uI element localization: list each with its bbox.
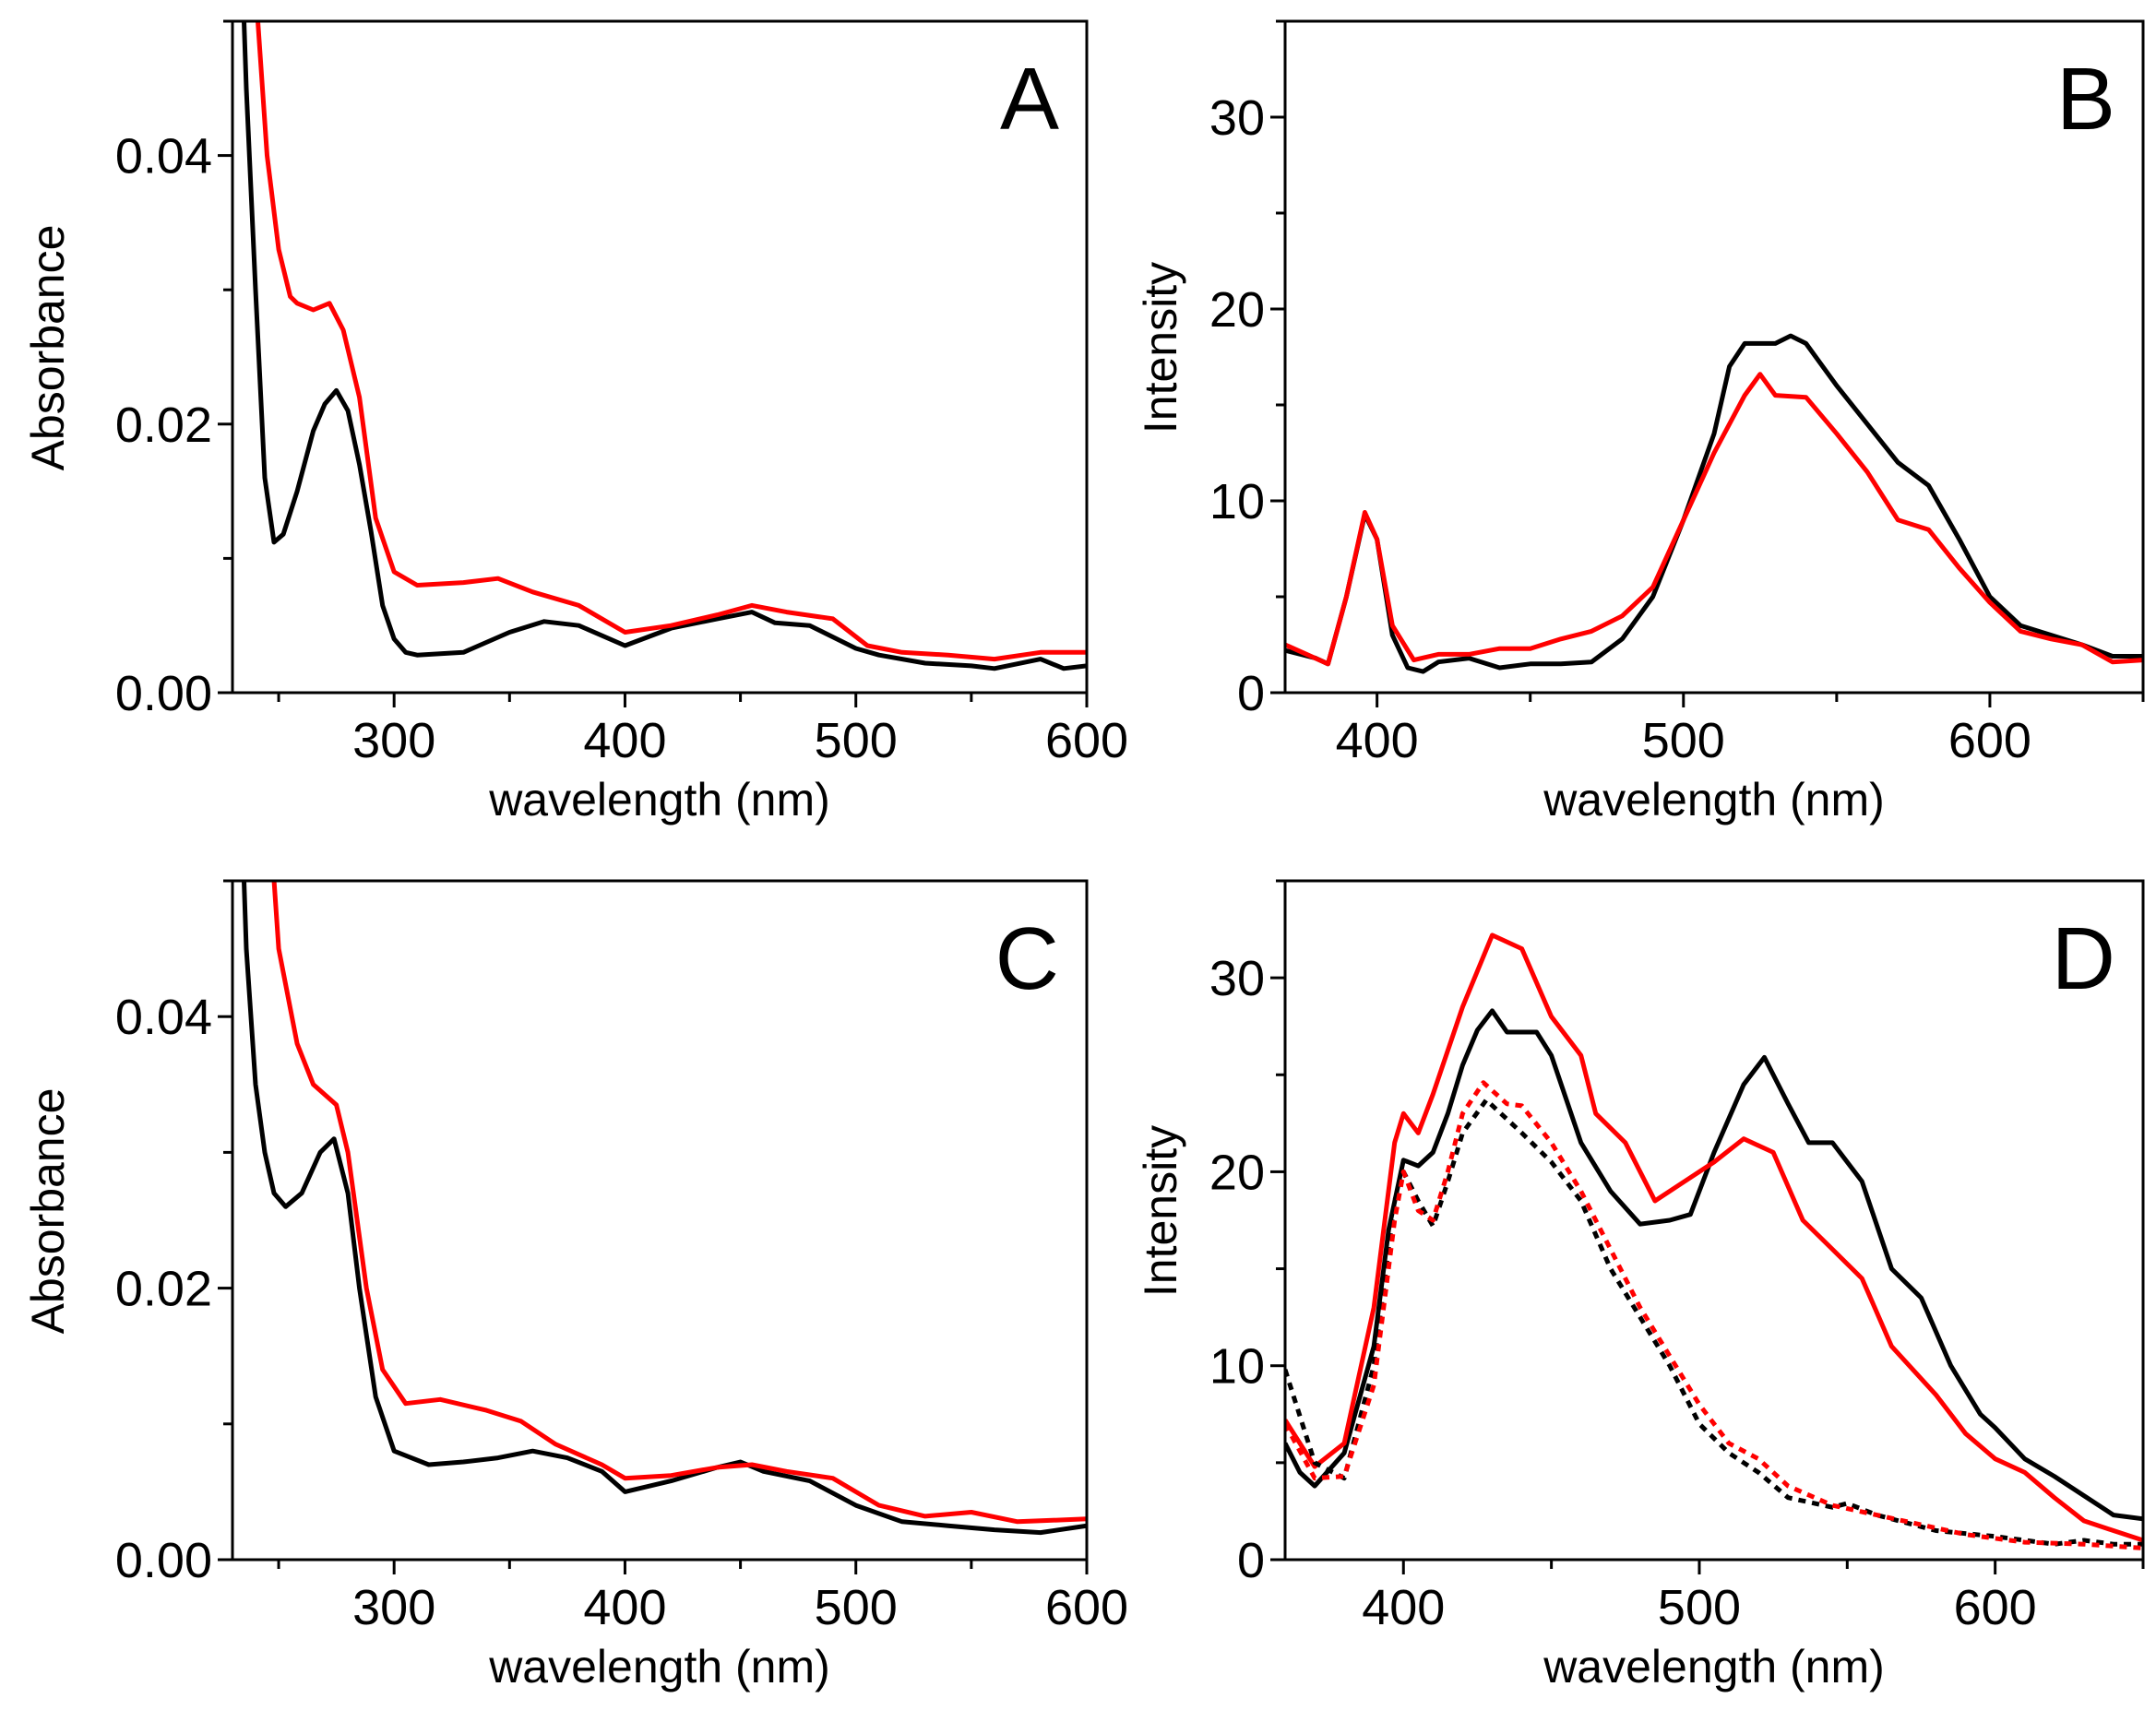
y-tick-label: 0.04 <box>115 129 212 184</box>
series-line-red <box>255 21 1087 662</box>
y-tick-label: 0 <box>1237 666 1265 721</box>
panel-label: D <box>2052 909 2115 1008</box>
series-line-black-solid <box>1285 1008 2143 1522</box>
x-tick-label: 400 <box>583 1580 666 1635</box>
panel-c: 300 400 500 600 0.00 0.02 0.04 wavelength (nm) A… <box>22 879 1128 1692</box>
y-tick-label: 10 <box>1209 474 1265 529</box>
series-line-black <box>241 881 1087 1536</box>
x-tick-label: 500 <box>1658 1580 1741 1635</box>
series-line-red-solid <box>1285 932 2143 1543</box>
plot-frame <box>1283 19 2145 695</box>
y-tick-label: 20 <box>1209 282 1265 338</box>
plot-frame <box>231 19 1089 695</box>
y-tick-label: 30 <box>1209 90 1265 146</box>
y-tick-label: 20 <box>1209 1145 1265 1200</box>
y-tick-label: 0.00 <box>115 1533 212 1588</box>
y-tick-label: 0.00 <box>115 666 212 721</box>
series-line-black <box>1285 333 2143 674</box>
x-tick-label: 500 <box>815 713 898 768</box>
x-tick-label: 400 <box>583 713 666 768</box>
y-tick-label: 0 <box>1237 1533 1265 1588</box>
x-tick-label: 600 <box>1948 713 2031 768</box>
y-tick-label: 0.02 <box>115 398 212 453</box>
panel-d: 400 500 600 0 10 20 30 wavelength (nm) Intensity… <box>1135 879 2145 1692</box>
x-tick-label: 300 <box>352 713 435 768</box>
x-axis-title: wavelength (nm) <box>488 774 830 825</box>
x-axis-title: wavelength (nm) <box>1543 1641 1885 1692</box>
series-line-red <box>1285 372 2143 667</box>
y-axis-title: Intensity <box>1135 1125 1186 1297</box>
series-line-red-dotted <box>1285 1080 2143 1550</box>
x-axis-title: wavelength (nm) <box>488 1641 830 1692</box>
x-tick-label: 400 <box>1362 1580 1445 1635</box>
x-tick-label: 600 <box>1045 1580 1128 1635</box>
x-tick-label: 600 <box>1954 1580 2037 1635</box>
x-tick-label: 500 <box>815 1580 898 1635</box>
y-tick-label: 30 <box>1209 951 1265 1006</box>
plot-frame <box>231 879 1089 1562</box>
panel-a: 300 400 500 600 0.00 0.02 0.04 wavelength (nm) A… <box>22 19 1128 825</box>
panel-label: A <box>1000 50 1059 148</box>
y-axis-title: Absorbance <box>22 225 74 471</box>
panel-label: C <box>995 909 1059 1008</box>
y-tick-label: 10 <box>1209 1339 1265 1395</box>
series-line-black <box>241 21 1087 671</box>
x-tick-label: 600 <box>1045 713 1128 768</box>
plot-frame <box>1283 879 2145 1562</box>
y-axis-title: Absorbance <box>22 1088 74 1335</box>
x-tick-label: 400 <box>1336 713 1419 768</box>
x-tick-label: 500 <box>1642 713 1725 768</box>
x-tick-label: 300 <box>352 1580 435 1635</box>
panel-b: 400 500 600 0 10 20 30 wavelength (nm) Intensity… <box>1135 19 2145 825</box>
x-axis-title: wavelength (nm) <box>1543 774 1885 825</box>
y-axis-title: Intensity <box>1135 262 1186 434</box>
panel-label: B <box>2056 50 2115 148</box>
y-tick-label: 0.02 <box>115 1262 212 1317</box>
y-tick-label: 0.04 <box>115 990 212 1045</box>
series-line-red <box>271 881 1087 1525</box>
